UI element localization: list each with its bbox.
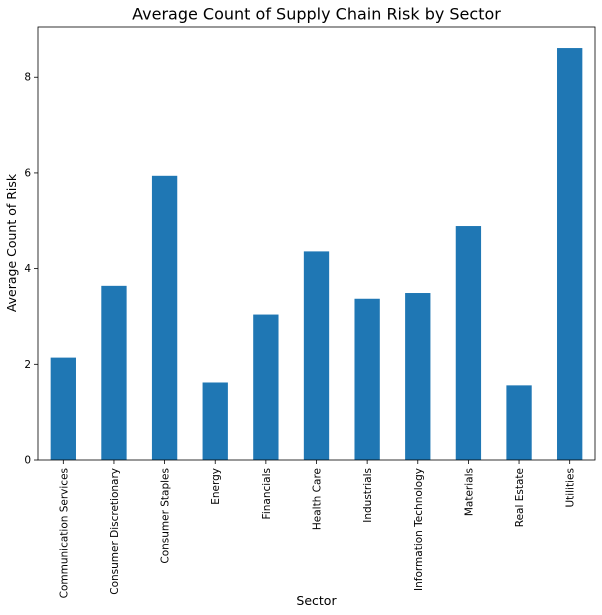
bar	[303, 251, 330, 460]
x-tick-label: Communication Services	[58, 468, 70, 598]
bar	[455, 226, 482, 460]
bar	[557, 48, 583, 461]
bar	[506, 385, 532, 460]
x-tick-label: Real Estate	[514, 468, 526, 527]
ticks-layer: Communication Services Consumer Discretio…	[24, 72, 576, 599]
y-tick-label: 0	[24, 455, 31, 467]
x-tick-label: Materials	[463, 468, 475, 516]
bar	[253, 314, 279, 460]
x-tick-label: Financials	[261, 468, 273, 519]
bar	[405, 293, 431, 460]
x-tick-label: Information Technology	[413, 468, 425, 591]
bars-layer	[50, 48, 583, 461]
y-tick-label: 2	[24, 359, 31, 371]
bar	[101, 285, 127, 460]
chart-title: Average Count of Supply Chain Risk by Se…	[132, 5, 501, 24]
x-tick-label: Energy	[210, 468, 222, 505]
bar	[354, 298, 380, 460]
x-tick-label: Consumer Discretionary	[109, 468, 121, 595]
x-tick-label: Consumer Staples	[160, 468, 172, 564]
x-tick-label: Health Care	[312, 468, 324, 530]
x-tick-label: Utilities	[565, 468, 577, 508]
x-axis-label: Sector	[296, 593, 337, 608]
bar	[151, 175, 178, 461]
y-tick-label: 8	[24, 72, 31, 84]
bar	[202, 382, 228, 460]
x-tick-label: Industrials	[362, 468, 374, 523]
y-tick-label: 6	[24, 167, 31, 179]
bar	[50, 357, 76, 460]
y-tick-label: 4	[24, 263, 31, 275]
y-axis-label: Average Count of Risk	[4, 173, 19, 312]
